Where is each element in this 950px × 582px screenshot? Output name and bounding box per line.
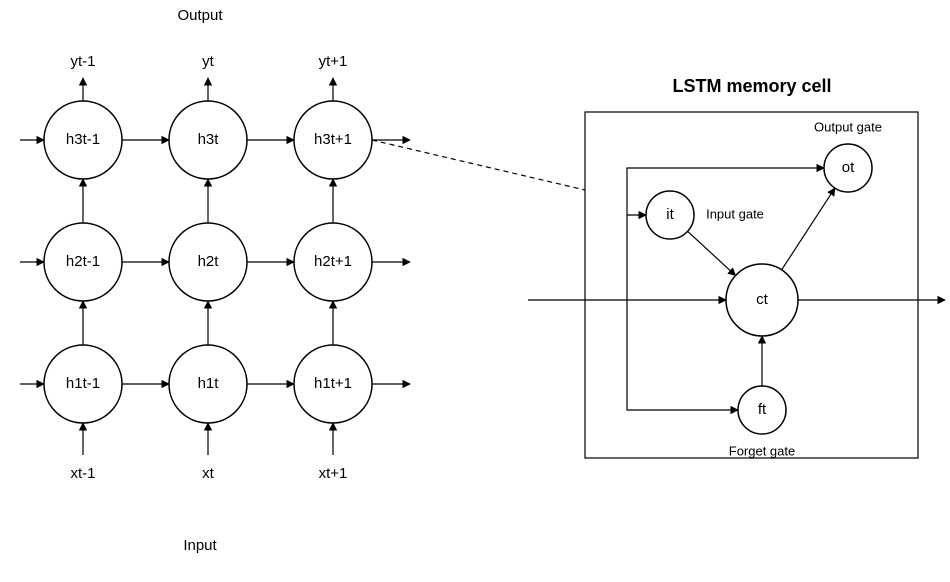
input-label: xt <box>202 465 215 482</box>
rnn-node-label: h3t+1 <box>314 131 352 148</box>
output-label: yt+1 <box>319 53 348 70</box>
input-gate-caption: Input gate <box>706 206 764 221</box>
rnn-node-label: h2t+1 <box>314 253 352 270</box>
caption-input: Input <box>183 537 217 554</box>
ot-node-label: ot <box>842 159 855 176</box>
forget-gate-caption: Forget gate <box>729 443 796 458</box>
lstm-title: LSTM memory cell <box>672 76 831 96</box>
rnn-node-label: h1t <box>198 375 220 392</box>
rnn-node-label: h2t <box>198 253 220 270</box>
lstm-it-ct <box>688 231 736 275</box>
rnn-node-label: h1t+1 <box>314 375 352 392</box>
ft-node-label: ft <box>758 401 767 418</box>
caption-output: Output <box>177 7 223 24</box>
rnn-node-label: h3t <box>198 131 220 148</box>
output-label: yt-1 <box>70 53 95 70</box>
expand-link <box>372 140 585 190</box>
lstm-ct-ot <box>782 188 835 270</box>
rnn-node-label: h3t-1 <box>66 131 100 148</box>
input-label: xt+1 <box>319 465 348 482</box>
output-gate-caption: Output gate <box>814 119 882 134</box>
input-label: xt-1 <box>70 465 95 482</box>
lstm-branch-ft <box>627 300 738 410</box>
ct-node-label: ct <box>756 291 769 308</box>
rnn-node-label: h1t-1 <box>66 375 100 392</box>
rnn-node-label: h2t-1 <box>66 253 100 270</box>
output-label: yt <box>202 53 215 70</box>
it-node-label: it <box>666 206 674 223</box>
